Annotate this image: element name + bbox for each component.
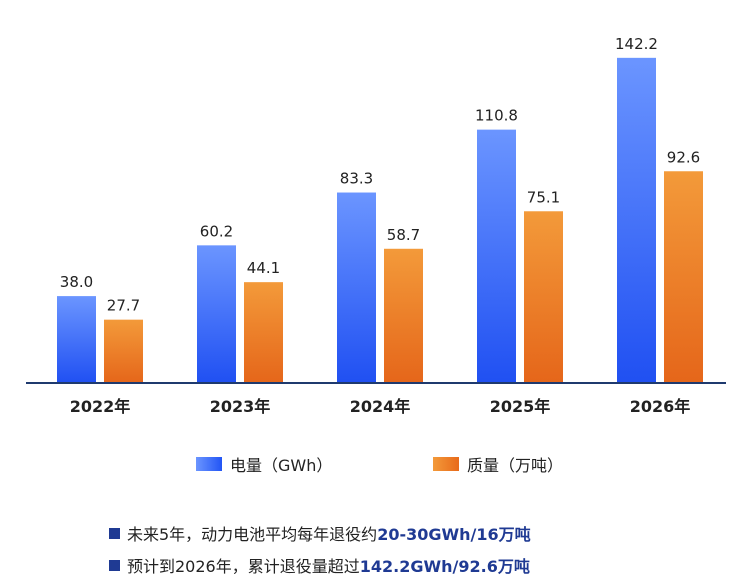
x-tick-label: 2023年 bbox=[210, 397, 271, 416]
chart-legend: 电量（GWh） 质量（万吨） bbox=[0, 452, 750, 476]
notes-list: 未来5年，动力电池平均每年退役约 20-30GWh/16万吨 预计到2026年，… bbox=[109, 520, 739, 584]
x-tick-label: 2025年 bbox=[490, 397, 551, 416]
note-item: 未来5年，动力电池平均每年退役约 20-30GWh/16万吨 bbox=[109, 520, 739, 546]
bar-value-label: 75.1 bbox=[527, 188, 560, 206]
bar-value-label: 142.2 bbox=[615, 35, 658, 53]
note-text: 预计到2026年，累计退役量超过 bbox=[127, 557, 360, 576]
bar-value-label: 44.1 bbox=[247, 259, 280, 277]
bar-value-label: 92.6 bbox=[667, 148, 700, 166]
bar-electricity bbox=[197, 245, 236, 383]
bar-value-label: 83.3 bbox=[340, 170, 373, 188]
bar-electricity bbox=[57, 296, 96, 383]
bar-mass bbox=[104, 319, 143, 383]
x-tick-label: 2024年 bbox=[350, 397, 411, 416]
legend-label-electricity: 电量（GWh） bbox=[230, 456, 333, 475]
legend-swatch-blue bbox=[196, 457, 222, 471]
note-highlight: 20-30GWh/16万吨 bbox=[377, 525, 531, 544]
note-text: 未来5年，动力电池平均每年退役约 bbox=[127, 525, 378, 544]
bar-value-label: 27.7 bbox=[107, 297, 140, 315]
legend-label-mass: 质量（万吨） bbox=[467, 456, 564, 475]
bar-value-label: 110.8 bbox=[475, 107, 518, 125]
legend-item-electricity: 电量（GWh） bbox=[196, 452, 332, 476]
bar-mass bbox=[244, 282, 283, 383]
bar-electricity bbox=[617, 57, 656, 383]
note-bullet bbox=[109, 527, 120, 539]
x-tick-label: 2026年 bbox=[630, 397, 691, 416]
x-tick-label: 2022年 bbox=[70, 397, 131, 416]
bar-value-label: 38.0 bbox=[60, 273, 93, 291]
bar-mass bbox=[664, 171, 703, 383]
bar-electricity bbox=[337, 192, 376, 383]
note-item: 预计到2026年，累计退役量超过 142.2GWh/92.6万吨 bbox=[109, 552, 739, 578]
bar-value-label: 60.2 bbox=[200, 222, 233, 240]
bar-mass bbox=[524, 211, 563, 383]
legend-swatch-orange bbox=[433, 457, 459, 471]
note-bullet bbox=[109, 559, 120, 571]
bar-electricity bbox=[477, 129, 516, 383]
note-highlight: 142.2GWh/92.6万吨 bbox=[359, 557, 530, 576]
legend-item-mass: 质量（万吨） bbox=[433, 452, 563, 476]
bar-chart: 38.0 27.7 60.2 44.1 83.3 58.7 110.8 75.1 142.2 92… bbox=[26, 35, 726, 416]
bar-value-label: 58.7 bbox=[387, 226, 420, 244]
bar-mass bbox=[384, 248, 423, 383]
